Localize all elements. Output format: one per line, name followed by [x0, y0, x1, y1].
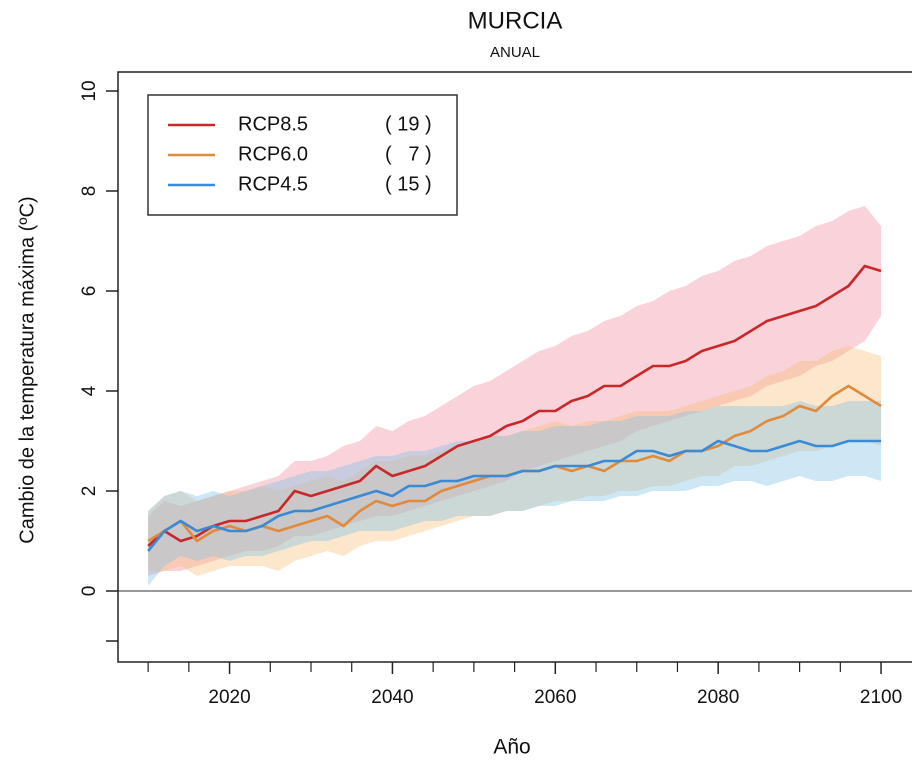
x-tick-label: 2040 — [371, 687, 413, 708]
y-tick-label: 0 — [79, 586, 100, 597]
y-axis-label: Cambio de la temperatura máxima (ºC) — [16, 196, 38, 543]
legend-label: RCP6.0 — [238, 143, 308, 165]
x-tick-label: 2080 — [697, 687, 739, 708]
legend-label: RCP4.5 — [238, 173, 308, 195]
legend-label: RCP8.5 — [238, 113, 308, 135]
y-tick-label: 10 — [79, 80, 100, 101]
x-tick-label: 2060 — [534, 687, 576, 708]
y-tick-label: 8 — [79, 186, 100, 197]
y-tick-label: 6 — [79, 286, 100, 297]
range-band — [148, 401, 882, 586]
legend: RCP8.5 ( 19 ) RCP6.0 ( 7 ) RCP4.5 ( 15 ) — [147, 94, 458, 216]
legend-box — [147, 94, 458, 216]
legend-note: ( 7 ) — [385, 143, 432, 165]
series-line — [147, 264, 882, 547]
x-tick-label: 2100 — [860, 687, 902, 708]
legend-note: ( 19 ) — [385, 113, 432, 135]
range-band — [148, 206, 882, 576]
series-line — [147, 439, 882, 552]
legend-note: ( 15 ) — [385, 173, 432, 195]
y-tick-label: 2 — [79, 486, 100, 497]
chart-subtitle: ANUAL — [490, 44, 540, 61]
chart-title: MURCIA — [468, 7, 563, 34]
x-axis-label: Año — [493, 736, 530, 759]
x-tick-label: 2020 — [208, 687, 250, 708]
y-tick-label: 4 — [79, 385, 100, 396]
